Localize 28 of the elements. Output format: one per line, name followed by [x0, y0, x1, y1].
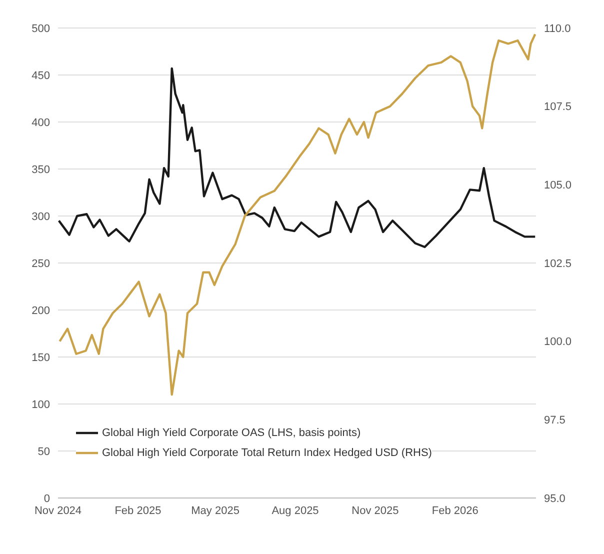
y-tick-label: 250: [32, 258, 50, 270]
x-tick-label: Nov 2025: [352, 504, 399, 517]
y-tick-label: 50: [38, 446, 50, 458]
y-tick-label: 400: [32, 116, 50, 129]
y2-tick-label: 100.0: [544, 336, 572, 348]
x-tick-label: May 2025: [191, 504, 240, 517]
line-series: [58, 67, 536, 248]
line-series: [58, 33, 536, 396]
y2-tick-label: 102.5: [544, 258, 572, 270]
y-tick-label: 100: [32, 398, 50, 411]
y2-tick-label: 95.0: [544, 492, 566, 505]
y2-tick-label: 110.0: [544, 22, 571, 35]
x-tick-label: Feb 2025: [114, 504, 162, 517]
y2-tick-label: 107.5: [544, 101, 572, 114]
y-tick-label: 450: [32, 70, 50, 82]
x-tick-label: Feb 2026: [432, 504, 478, 517]
legend-label: Global High Yield Corporate OAS (LHS, basis points): [102, 426, 361, 441]
y-tick-label: 200: [32, 304, 50, 317]
y-tick-label: 150: [32, 352, 50, 364]
x-tick-label: Nov 2024: [34, 504, 82, 517]
y-tick-label: 0: [44, 492, 50, 505]
y2-tick-label: 105.0: [544, 180, 572, 192]
legend-label: Global High Yield Corporate Total Return Index Hedged USD (RHS): [102, 446, 432, 461]
x-tick-label: Aug 2025: [272, 504, 319, 517]
y-tick-label: 350: [32, 164, 50, 176]
y2-tick-label: 97.5: [544, 414, 566, 427]
y-tick-label: 500: [32, 22, 50, 35]
y-tick-label: 300: [32, 210, 50, 223]
